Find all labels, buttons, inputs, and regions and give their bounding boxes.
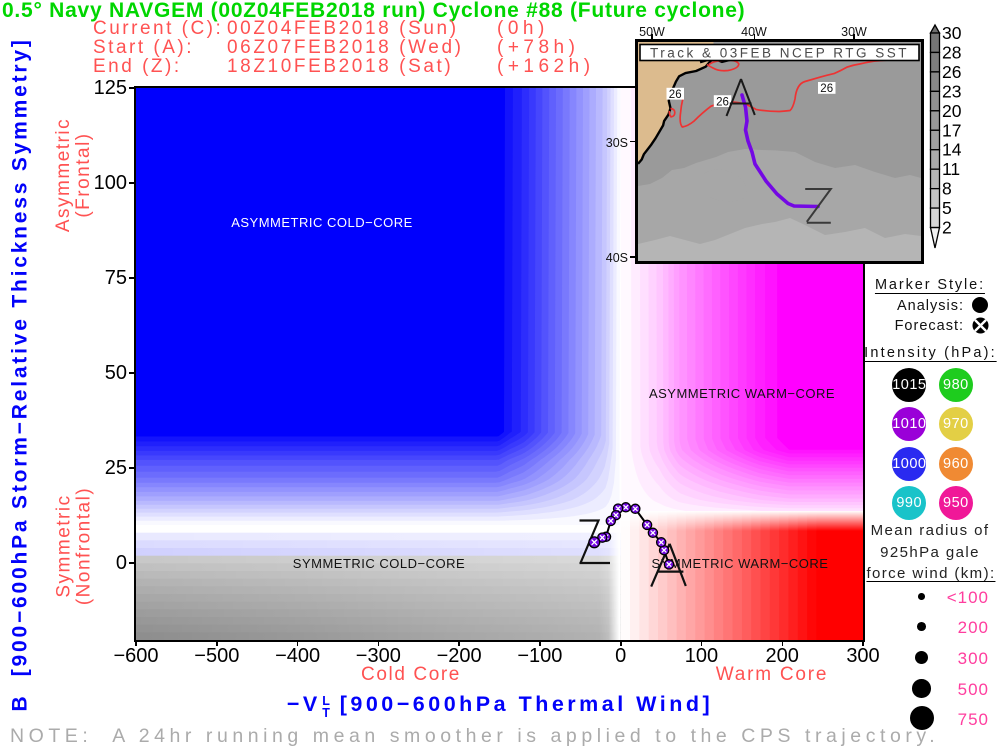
svg-text:17: 17 [942,120,961,140]
svg-text:26: 26 [820,83,833,95]
svg-text:11: 11 [942,159,960,179]
svg-text:23: 23 [942,81,961,101]
svg-text:5: 5 [942,198,952,218]
svg-text:28: 28 [942,42,961,62]
svg-text:8: 8 [942,179,952,199]
svg-text:26: 26 [716,96,729,108]
svg-text:Track & 03FEB NCEP RTG SST: Track & 03FEB NCEP RTG SST [650,46,909,61]
svg-text:26: 26 [669,89,682,101]
svg-text:20: 20 [942,101,962,121]
svg-text:30: 30 [942,23,962,43]
svg-text:26: 26 [942,62,961,82]
svg-text:2: 2 [942,218,952,238]
svg-text:14: 14 [942,140,962,160]
